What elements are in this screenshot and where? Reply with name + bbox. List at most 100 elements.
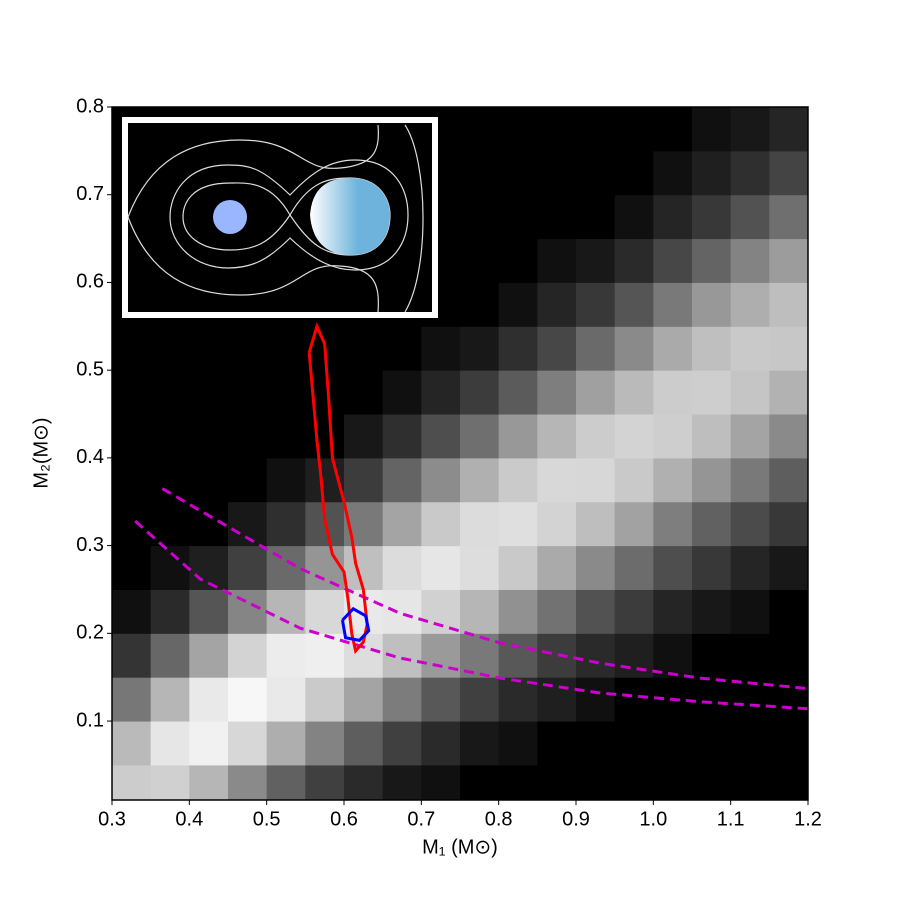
hist-cell: [421, 677, 461, 722]
hist-cell: [460, 457, 500, 503]
hist-cell: [498, 677, 538, 722]
hist-cell: [692, 150, 732, 196]
hist-cell: [730, 414, 770, 459]
hist-cell: [769, 150, 808, 196]
hist-cell: [692, 107, 732, 152]
hist-cell: [730, 545, 770, 590]
hist-cell: [730, 238, 770, 283]
hist-cell: [460, 238, 500, 283]
hist-cell: [730, 370, 770, 415]
y-tick-label: 0.7: [76, 183, 104, 205]
hist-cell: [537, 238, 577, 283]
hist-cell: [653, 150, 693, 196]
x-tick-label: 1.2: [794, 808, 822, 830]
hist-cell: [305, 677, 345, 722]
hist-cell: [305, 545, 345, 590]
hist-cell: [692, 457, 732, 503]
hist-cell: [769, 501, 808, 547]
hist-cell: [537, 282, 577, 327]
hist-cell: [692, 326, 732, 371]
hist-cell: [537, 545, 577, 590]
hist-cell: [382, 501, 422, 547]
hist-cell: [498, 457, 538, 503]
hist-cell: [614, 107, 654, 152]
hist-cell: [189, 457, 229, 503]
hist-cell: [460, 282, 500, 327]
hist-cell: [266, 501, 306, 547]
hist-cell: [150, 370, 190, 415]
hist-cell: [266, 326, 306, 371]
hist-cell: [730, 721, 770, 766]
hist-cell: [614, 721, 654, 766]
hist-cell: [576, 633, 616, 678]
mass-function-curve: [134, 519, 808, 711]
hist-cell: [730, 282, 770, 327]
hist-cell: [730, 107, 770, 152]
hist-cell: [189, 721, 229, 766]
hist-cell: [382, 677, 422, 722]
hist-cell: [189, 326, 229, 371]
hist-cell: [382, 370, 422, 415]
hist-cell: [692, 677, 732, 722]
y-tick-label: 0.8: [76, 95, 104, 117]
outer-lobe: [169, 159, 409, 271]
hist-cell: [769, 326, 808, 371]
hist-cell: [614, 457, 654, 503]
y-tick-label: 0.1: [76, 709, 104, 731]
hist-cell: [421, 721, 461, 766]
hist-cell: [653, 764, 693, 800]
hist-cell: [382, 721, 422, 766]
hist-cell: [460, 764, 500, 800]
hist-cell: [614, 633, 654, 678]
hist-cell: [653, 282, 693, 327]
hist-cell: [769, 107, 808, 152]
hist-cell: [150, 589, 190, 634]
hist-cell: [344, 326, 384, 371]
hist-cell: [730, 633, 770, 678]
hist-cell: [112, 370, 152, 415]
hist-cell: [305, 764, 345, 800]
hist-cell: [614, 238, 654, 283]
hist-cell: [537, 370, 577, 415]
hist-cell: [614, 326, 654, 371]
hist-cell: [614, 194, 654, 240]
hist-cell: [266, 370, 306, 415]
hist-cell: [344, 414, 384, 459]
hist-cell: [692, 282, 732, 327]
hist-cell: [769, 238, 808, 283]
hist-cell: [614, 150, 654, 196]
hist-cell: [189, 589, 229, 634]
hist-cell: [498, 764, 538, 800]
hist-cell: [498, 721, 538, 766]
hist-cell: [382, 457, 422, 503]
hist-cell: [382, 414, 422, 459]
hist-cell: [266, 545, 306, 590]
hist-cell: [730, 150, 770, 196]
hist-cell: [228, 414, 268, 459]
hist-cell: [498, 282, 538, 327]
hist-cell: [537, 150, 577, 196]
hist-cell: [498, 194, 538, 240]
hist-cell: [769, 194, 808, 240]
outer-surface-bottom: [127, 216, 379, 313]
x-tick-label: 0.6: [330, 808, 358, 830]
hist-cell: [266, 721, 306, 766]
hist-cell: [421, 633, 461, 678]
plot-frame: [111, 106, 809, 801]
hist-cell: [730, 326, 770, 371]
hist-cell: [614, 282, 654, 327]
hist-cell: [460, 677, 500, 722]
hist-cell: [769, 457, 808, 503]
hist-cell: [537, 721, 577, 766]
x-tick-label: 1.0: [639, 808, 667, 830]
hist-cell: [498, 589, 538, 634]
hist-cell: [653, 370, 693, 415]
hist-cell: [228, 721, 268, 766]
x-axis-label: M₁ (M⊙): [422, 836, 498, 858]
hist-cell: [112, 721, 152, 766]
x-tick-label: 1.1: [717, 808, 745, 830]
hist-cell: [730, 677, 770, 722]
hist-cell: [730, 194, 770, 240]
x-tick-label: 0.7: [407, 808, 435, 830]
